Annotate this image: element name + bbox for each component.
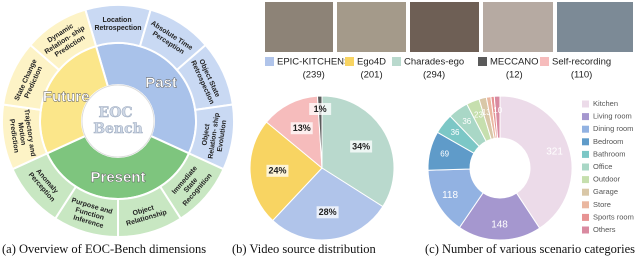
dimension-label: Past [145, 75, 177, 92]
value-label: 34% [352, 141, 370, 151]
legend-label: Sports room [593, 212, 634, 221]
value-label: 28% [319, 207, 337, 217]
value-label: 1% [314, 104, 327, 114]
legend-swatch [582, 188, 589, 196]
legend-label: Self-recording [552, 57, 611, 68]
value-label: 36 [462, 117, 471, 126]
legend-label: Bathroom [593, 149, 626, 158]
legend-swatch [582, 113, 589, 121]
sunburst: Location Retrospection Absolute Time Perc… [1, 4, 235, 239]
label-box [316, 206, 339, 219]
legend-swatch [345, 57, 354, 66]
caption: (b) Video source distribution [232, 242, 377, 256]
legend-label: Garage [593, 187, 618, 196]
legend-label: Office [593, 162, 612, 171]
legend-label: Dining room [593, 124, 633, 133]
legend-label: Others [593, 225, 616, 234]
value-label: 148 [491, 220, 508, 231]
pie-slice [272, 167, 384, 241]
photo [557, 2, 633, 52]
legend-swatch [265, 57, 274, 66]
label-box [290, 122, 313, 135]
value-label: 321 [546, 146, 563, 157]
legend-swatch [478, 57, 487, 66]
center-logo: EOC Bench [93, 105, 143, 137]
legend-count: (110) [571, 70, 592, 81]
legend-swatch [392, 57, 401, 66]
value-label: 69 [440, 149, 449, 158]
legend-label: Ego4D [357, 57, 386, 68]
label-box [350, 140, 373, 153]
legend-label: Charades-ego [404, 57, 464, 68]
legend-label: EPIC-KITCHENS [277, 57, 350, 68]
legend-swatch [582, 150, 589, 158]
value-label: 36 [451, 128, 460, 137]
legend-label: MECCANO [490, 57, 539, 68]
task-label: Object Relation- ship Evolution [200, 109, 230, 160]
value-label: 24% [268, 166, 286, 176]
task-label: Location Retrospection [94, 17, 141, 32]
task-segment [28, 8, 98, 72]
legend-swatch [582, 125, 589, 133]
photo [410, 2, 479, 52]
photo [483, 2, 553, 52]
label-box [309, 102, 332, 115]
legend-swatch [582, 213, 589, 221]
legend-label: Outdoor [593, 175, 621, 184]
legend-label: Living room [593, 112, 632, 121]
dimension-label: Future [43, 88, 90, 105]
value-label: 10 [493, 106, 502, 115]
legend-swatch [582, 100, 589, 108]
center-disc [81, 84, 155, 158]
legend-count: (12) [506, 70, 523, 81]
legend-count: (294) [423, 70, 445, 81]
legend-swatch [582, 163, 589, 171]
label-box [266, 164, 289, 177]
value-label: 13% [293, 123, 311, 133]
legend-swatch [582, 201, 589, 209]
legend-label: Kitchen [593, 99, 618, 108]
legend-swatch [582, 176, 589, 184]
caption: (c) Number of various scenario categorie… [425, 242, 635, 256]
legend-swatch [582, 226, 589, 234]
legend-label: Store [593, 200, 611, 209]
caption: (a) Overview of EOC-Bench dimensions [2, 242, 206, 256]
legend-count: (239) [303, 70, 325, 81]
legend-count: (201) [360, 70, 382, 81]
donut-slice [458, 192, 541, 241]
legend-swatch [540, 57, 549, 66]
dimension-label: Present [90, 169, 145, 186]
photo [265, 2, 333, 52]
legend-label: Bedroom [593, 137, 623, 146]
value-label: 118 [442, 190, 458, 201]
donut-slice [493, 95, 501, 139]
value-label: 13 [482, 108, 491, 117]
photo [337, 2, 406, 52]
value-label: 23 [474, 110, 483, 119]
legend-swatch [582, 138, 589, 146]
sample-photos [265, 2, 633, 52]
